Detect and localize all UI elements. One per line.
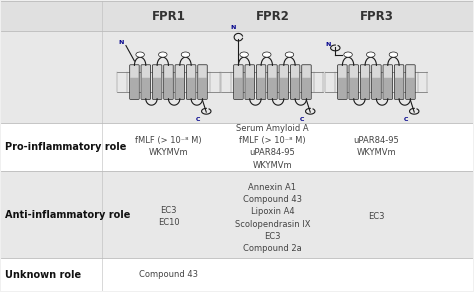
FancyBboxPatch shape: [153, 65, 162, 99]
FancyBboxPatch shape: [164, 78, 173, 99]
FancyBboxPatch shape: [383, 65, 392, 99]
FancyBboxPatch shape: [406, 65, 415, 99]
FancyBboxPatch shape: [383, 78, 392, 99]
Text: N: N: [326, 42, 331, 47]
FancyBboxPatch shape: [0, 1, 474, 31]
FancyBboxPatch shape: [338, 78, 346, 99]
FancyBboxPatch shape: [245, 65, 255, 99]
Text: Unknown role: Unknown role: [5, 270, 82, 280]
Text: EC3
EC10: EC3 EC10: [158, 206, 179, 227]
FancyBboxPatch shape: [257, 78, 265, 99]
Text: C: C: [195, 117, 200, 121]
FancyBboxPatch shape: [268, 78, 277, 99]
FancyBboxPatch shape: [130, 78, 139, 99]
FancyBboxPatch shape: [175, 65, 184, 99]
FancyBboxPatch shape: [175, 78, 184, 99]
FancyBboxPatch shape: [279, 65, 289, 99]
FancyBboxPatch shape: [268, 65, 277, 99]
Text: C: C: [300, 117, 304, 121]
Text: Annexin A1
Compound 43
Lipoxin A4
Scolopendrasin IX
EC3
Compound 2a: Annexin A1 Compound 43 Lipoxin A4 Scolop…: [235, 183, 310, 253]
FancyBboxPatch shape: [337, 65, 347, 99]
Text: Pro-inflammatory role: Pro-inflammatory role: [5, 142, 127, 152]
FancyBboxPatch shape: [0, 123, 474, 171]
FancyBboxPatch shape: [0, 258, 474, 291]
FancyBboxPatch shape: [372, 78, 381, 99]
Circle shape: [366, 52, 375, 57]
Text: Serum Amyloid A
fMLF (> 10⁻⁸ M)
uPAR84-95
WKYMVm: Serum Amyloid A fMLF (> 10⁻⁸ M) uPAR84-9…: [236, 124, 309, 170]
Text: N: N: [118, 40, 124, 45]
Circle shape: [389, 52, 398, 57]
FancyBboxPatch shape: [0, 31, 474, 123]
FancyBboxPatch shape: [130, 65, 139, 99]
FancyBboxPatch shape: [142, 78, 150, 99]
FancyBboxPatch shape: [406, 78, 415, 99]
FancyBboxPatch shape: [198, 65, 207, 99]
FancyBboxPatch shape: [361, 78, 369, 99]
FancyBboxPatch shape: [302, 65, 311, 99]
FancyBboxPatch shape: [141, 65, 151, 99]
Text: fMLF (> 10⁻⁸ M)
WKYMVm: fMLF (> 10⁻⁸ M) WKYMVm: [135, 136, 202, 157]
Circle shape: [158, 52, 167, 57]
Text: N: N: [230, 25, 236, 30]
FancyBboxPatch shape: [153, 78, 161, 99]
FancyBboxPatch shape: [291, 78, 300, 99]
Text: FPR2: FPR2: [255, 10, 290, 23]
FancyBboxPatch shape: [234, 65, 243, 99]
FancyBboxPatch shape: [349, 78, 358, 99]
Text: FPR1: FPR1: [152, 10, 185, 23]
FancyBboxPatch shape: [395, 78, 403, 99]
Text: FPR3: FPR3: [359, 10, 393, 23]
Text: Anti-inflammatory role: Anti-inflammatory role: [5, 210, 131, 220]
FancyBboxPatch shape: [302, 78, 311, 99]
Circle shape: [181, 52, 190, 57]
FancyBboxPatch shape: [186, 65, 196, 99]
FancyBboxPatch shape: [256, 65, 266, 99]
Text: EC3: EC3: [368, 212, 385, 221]
FancyBboxPatch shape: [0, 171, 474, 258]
FancyBboxPatch shape: [234, 78, 243, 99]
Circle shape: [263, 52, 271, 57]
FancyBboxPatch shape: [291, 65, 300, 99]
FancyBboxPatch shape: [349, 65, 358, 99]
Circle shape: [344, 52, 352, 57]
FancyBboxPatch shape: [187, 78, 195, 99]
Circle shape: [136, 52, 145, 57]
FancyBboxPatch shape: [164, 65, 173, 99]
Circle shape: [240, 52, 248, 57]
FancyBboxPatch shape: [394, 65, 404, 99]
Circle shape: [285, 52, 294, 57]
FancyBboxPatch shape: [372, 65, 381, 99]
Text: uPAR84-95
WKYMVm: uPAR84-95 WKYMVm: [354, 136, 399, 157]
Text: C: C: [403, 117, 408, 121]
FancyBboxPatch shape: [360, 65, 370, 99]
FancyBboxPatch shape: [280, 78, 288, 99]
Text: Compound 43: Compound 43: [139, 270, 198, 279]
FancyBboxPatch shape: [198, 78, 207, 99]
FancyBboxPatch shape: [246, 78, 254, 99]
